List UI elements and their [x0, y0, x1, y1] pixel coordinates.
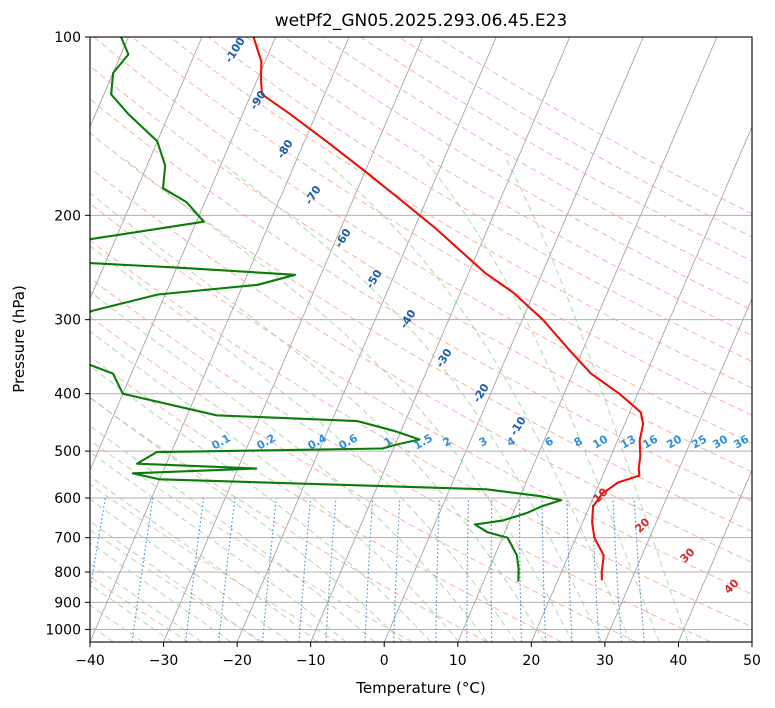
moist-adiabat	[90, 475, 318, 642]
isotherm	[383, 37, 644, 642]
y-tick-label: 1000	[45, 622, 81, 638]
mixing-ratio-line	[466, 497, 470, 642]
y-tick-label: 500	[54, 444, 81, 460]
dry-adiabat	[90, 167, 752, 563]
dry-adiabat	[90, 483, 339, 642]
dry-adiabat	[360, 37, 752, 262]
moist-adiabat	[90, 290, 488, 642]
moist-adiabat	[122, 157, 574, 642]
isotherm	[678, 469, 752, 642]
y-tick-label: 900	[54, 595, 81, 611]
mixing-ratio-line	[218, 497, 236, 642]
moist-adiabat	[422, 157, 660, 642]
isotherm	[90, 37, 203, 300]
dry-adiabat	[131, 37, 752, 416]
mixing-ratio-line	[298, 497, 312, 642]
x-tick-label: 40	[670, 653, 688, 669]
plot-frame	[89, 36, 753, 643]
mixing-ratio-line	[261, 497, 277, 642]
profile-lines	[90, 37, 645, 582]
moist-adiabat	[504, 157, 689, 642]
mixing-ratio-line	[519, 498, 523, 642]
mixing-ratio-line	[131, 497, 154, 642]
moist-adiabat	[90, 583, 173, 642]
moist-adiabat	[90, 330, 460, 642]
dry-adiabat	[436, 37, 752, 215]
background-lines	[90, 37, 752, 642]
x-tick-label: 10	[449, 653, 467, 669]
mixing-ratio-line	[541, 497, 547, 642]
dry-adiabat	[93, 37, 752, 444]
x-tick-label: 30	[596, 653, 614, 669]
moist-adiabat	[90, 396, 403, 642]
dewpoint-profile	[90, 37, 563, 582]
moist-adiabat	[90, 451, 347, 642]
moist-adiabat	[90, 520, 261, 642]
dry-adiabat	[90, 132, 752, 532]
x-tick-label: −10	[296, 653, 326, 669]
moist-adiabat	[90, 498, 290, 642]
x-tick-label: 0	[380, 653, 389, 669]
x-axis-label: Temperature (°C)	[355, 679, 485, 697]
mixing-ratio-line	[633, 497, 645, 642]
mixing-ratio-line	[90, 497, 106, 594]
x-tick-label: −20	[222, 653, 252, 669]
x-axis: −40 −30 −20 −10 0 10 20 30 40 50	[75, 642, 761, 669]
isotherm	[90, 37, 277, 472]
chart-title: wetPf2_GN05.2025.293.06.45.E23	[275, 11, 567, 31]
isotherm	[457, 37, 718, 642]
dry-adiabat	[398, 37, 752, 238]
mixing-ratio-line	[393, 497, 401, 642]
plot-background	[90, 37, 752, 642]
y-tick-label: 100	[54, 30, 81, 46]
mixing-ratio-line	[364, 497, 374, 642]
y-tick-label: 700	[54, 531, 81, 547]
moist-adiabat	[90, 245, 517, 642]
isotherm	[530, 125, 752, 642]
y-tick-label: 600	[54, 491, 81, 507]
moist-adiabat	[90, 563, 202, 642]
x-tick-label: −30	[149, 653, 179, 669]
isotherm	[90, 37, 350, 642]
y-axis: 100 200 300 400 500 600 700 800 900 1000	[45, 30, 90, 638]
y-tick-label: 800	[54, 565, 81, 581]
isotherm	[163, 37, 424, 642]
dry-adiabat	[90, 239, 752, 628]
dry-adiabat	[90, 98, 752, 502]
y-tick-label: 200	[54, 208, 81, 224]
isotherm	[236, 37, 497, 642]
isotherm	[604, 297, 752, 642]
mixing-ratio-line	[435, 497, 440, 642]
dry-adiabat	[90, 355, 562, 642]
moist-adiabat	[90, 192, 545, 642]
moist-adiabat	[90, 425, 375, 642]
moist-adiabat	[215, 157, 602, 642]
mixing-ratio-line	[185, 497, 205, 642]
x-tick-label: −40	[75, 653, 105, 669]
y-tick-label: 300	[54, 313, 81, 329]
mixing-ratio-line	[566, 497, 573, 642]
dry-adiabat	[322, 37, 752, 286]
x-tick-label: 50	[743, 653, 761, 669]
dry-adiabat	[90, 65, 752, 473]
moist-adiabat	[320, 157, 631, 642]
moist-adiabat	[90, 542, 232, 642]
mixing-ratio-line	[325, 497, 337, 642]
mixing-ratio-line	[612, 497, 623, 642]
x-tick-label: 20	[522, 653, 540, 669]
y-axis-label: Pressure (hPa)	[10, 285, 28, 393]
temperature-profile	[252, 37, 645, 581]
dry-adiabat	[90, 316, 637, 642]
y-tick-label: 400	[54, 387, 81, 403]
